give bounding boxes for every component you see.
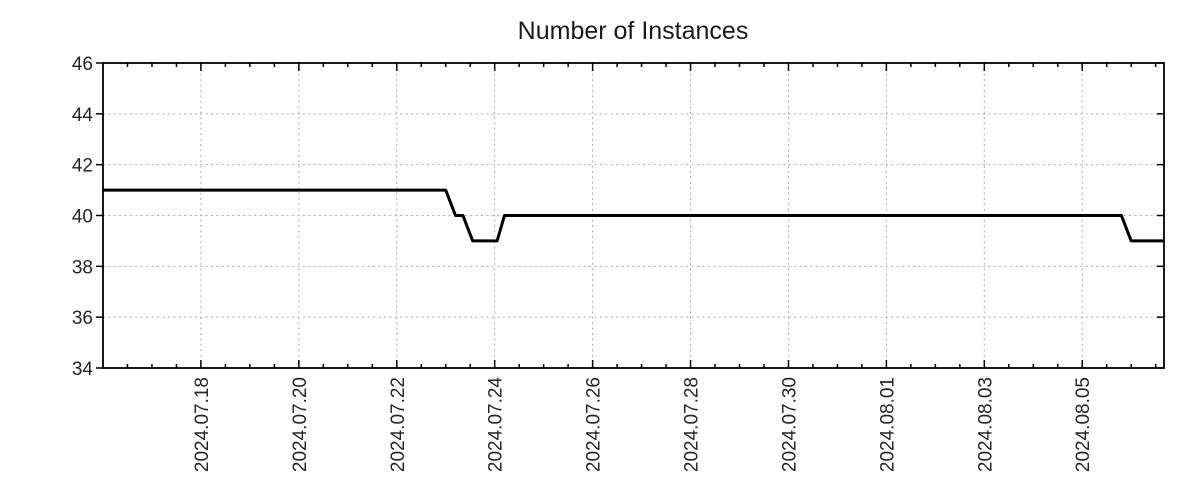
y-tick-label: 38: [72, 257, 93, 278]
x-tick-label: 2024.07.28: [682, 377, 703, 472]
x-tick-label: 2024.08.01: [877, 377, 898, 472]
y-tick-label: 42: [72, 156, 93, 177]
y-tick-label: 44: [72, 105, 94, 126]
x-tick-label: 2024.07.24: [486, 377, 507, 473]
y-tick-label: 36: [72, 308, 93, 329]
y-tick-label: 34: [72, 359, 94, 380]
x-axis-tick-labels: 2024.07.18 2024.07.20 2024.07.22 2024.07.24…: [192, 377, 1094, 473]
x-tick-label: 2024.07.22: [388, 377, 409, 472]
x-tick-label: 2024.07.26: [584, 377, 605, 472]
y-axis-tick-labels: 34 36 38 40 42 44 46: [72, 54, 94, 380]
series-line-instances: [103, 188, 1164, 243]
x-tick-label: 2024.08.03: [975, 377, 996, 472]
x-tick-label: 2024.07.18: [192, 377, 213, 472]
x-tick-label: 2024.07.30: [779, 377, 800, 472]
x-tick-label: 2024.08.05: [1073, 377, 1094, 472]
x-tick-label: 2024.07.20: [290, 377, 311, 472]
y-tick-label: 46: [72, 54, 93, 75]
chart-title: Number of Instances: [518, 17, 749, 45]
y-tick-label: 40: [72, 207, 93, 228]
plot-frame: [102, 62, 1165, 369]
